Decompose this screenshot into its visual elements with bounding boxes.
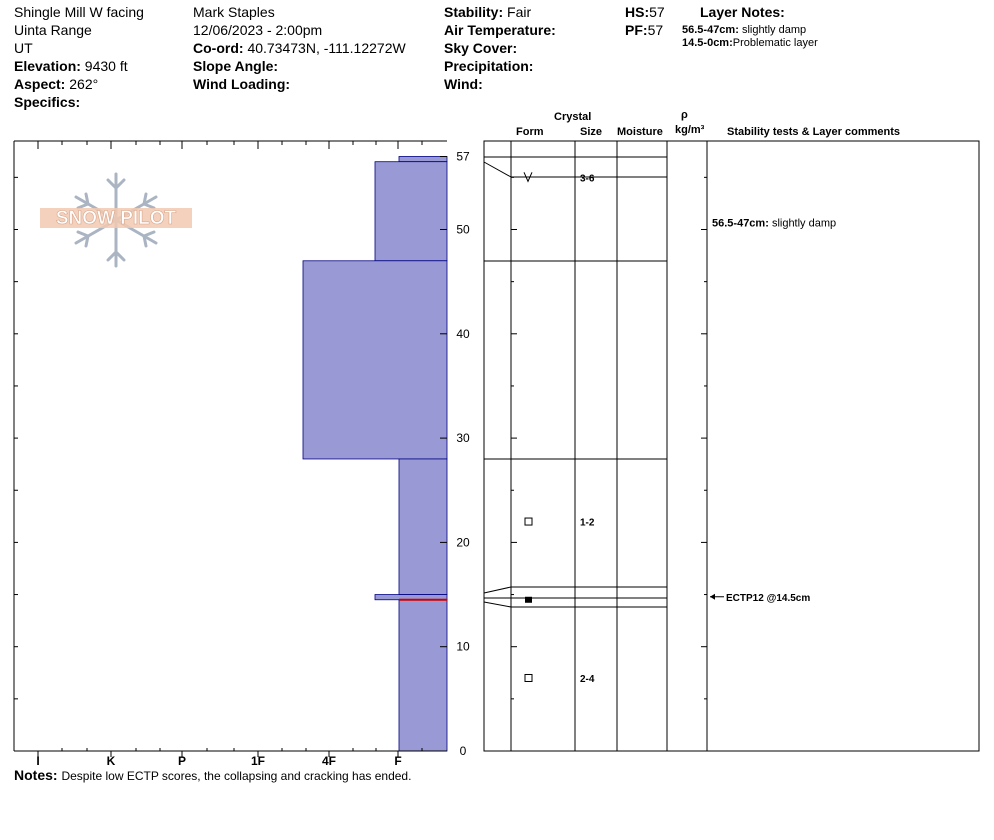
size-header: Size xyxy=(580,126,603,138)
rho-header: ρ xyxy=(681,109,688,121)
observation-datetime: 12/06/2023 - 2:00pm xyxy=(193,22,323,38)
layer-note-range: 14.5-0cm: xyxy=(682,37,733,49)
layer-connector xyxy=(483,586,512,594)
layer-connector xyxy=(483,161,512,178)
depth-tick-label: 10 xyxy=(456,640,470,654)
observer-name: Mark Staples xyxy=(193,4,275,20)
pf-value: 57 xyxy=(647,22,664,38)
hardness-bar xyxy=(398,599,448,752)
crystal-size-label: 2-4 xyxy=(580,674,595,685)
test-arrow-head xyxy=(710,593,715,600)
elevation-value: 9430 ft xyxy=(84,58,128,74)
moisture-header: Moisture xyxy=(617,126,663,138)
layer-note-range: 56.5-47cm: xyxy=(682,24,739,36)
notes-label: Notes: xyxy=(14,767,58,783)
comments-header: Stability tests & Layer comments xyxy=(727,126,901,138)
notes: Notes: Despite low ECTP scores, the coll… xyxy=(14,767,411,784)
aspect: Aspect: 262° xyxy=(14,76,98,92)
crystal-form-icon xyxy=(524,517,533,526)
snowflake-icon: SNOW PILOT xyxy=(40,172,192,268)
hardness-tick-label: I xyxy=(36,754,39,768)
sky-cover-label: Sky Cover: xyxy=(444,40,518,56)
coord-label: Co-ord: xyxy=(193,40,244,56)
coord-value: 40.73473N, -111.12272W xyxy=(247,40,406,56)
crystal-header: Crystal xyxy=(554,111,592,123)
state-name: UT xyxy=(14,40,33,56)
hs-value: 57 xyxy=(649,4,665,20)
depth-tick-label: 20 xyxy=(456,535,470,549)
snowpilot-logo: SNOW PILOT xyxy=(38,170,198,270)
hardness-tick-label: P xyxy=(178,754,186,768)
layer-connector xyxy=(483,601,512,608)
hardness-tick-label: K xyxy=(107,754,116,768)
hardness-bar xyxy=(398,156,448,163)
layer-note-text: slightly damp xyxy=(741,24,807,36)
depth-tick-label: 30 xyxy=(456,431,470,445)
stability-value: Fair xyxy=(507,4,532,20)
notes-text: Despite low ECTP scores, the collapsing … xyxy=(61,769,412,783)
layer-notes-title: Layer Notes: xyxy=(700,4,785,20)
crystal-size-label: 3-6 xyxy=(580,173,595,184)
hs: HS:57 xyxy=(625,4,665,20)
wind-label: Wind: xyxy=(444,76,483,92)
location-name: Shingle Mill W facing xyxy=(14,4,144,20)
hardness-bar xyxy=(374,161,448,262)
elevation: Elevation: 9430 ft xyxy=(14,58,128,74)
range-name: Uinta Range xyxy=(14,22,92,38)
depth-tick-label: 57 xyxy=(456,149,470,163)
stability-label: Stability: xyxy=(444,4,504,20)
layer-note-2: 14.5-0cm:Problematic layer xyxy=(682,37,818,50)
profile-table xyxy=(483,140,980,752)
logo-text: SNOW PILOT xyxy=(56,208,177,229)
coordinates: Co-ord: 40.73473N, -111.12272W xyxy=(193,40,406,56)
form-header: Form xyxy=(516,126,544,138)
hardness-tick-label: F xyxy=(394,754,401,768)
hs-label: HS: xyxy=(625,4,650,20)
pf: PF:57 xyxy=(625,22,663,38)
elevation-label: Elevation: xyxy=(14,58,81,74)
layer-note-1: 56.5-47cm: slightly damp xyxy=(682,24,806,37)
depth-tick-label: 50 xyxy=(456,223,470,237)
layer-comment-range: 56.5-47cm: xyxy=(712,218,772,230)
depth-tick-label: 40 xyxy=(456,327,470,341)
layer-note-text: Problematic layer xyxy=(732,37,818,49)
crystal-form-icon xyxy=(525,596,532,603)
density-header: kg/m³ xyxy=(675,124,705,136)
layer-comment-text: slightly damp xyxy=(772,218,836,230)
stability: Stability: Fair xyxy=(444,4,531,20)
wind-loading-label: Wind Loading: xyxy=(193,76,291,92)
layer-comment: 56.5-47cm: slightly damp xyxy=(712,218,836,230)
crystal-size-label: 1-2 xyxy=(580,518,595,529)
hardness-tick-label: 4F xyxy=(322,754,336,768)
crystal-form-icon xyxy=(524,673,533,682)
hardness-tick-label: 1F xyxy=(251,754,265,768)
precipitation-label: Precipitation: xyxy=(444,58,534,74)
air-temp-label: Air Temperature: xyxy=(444,22,556,38)
slope-angle-label: Slope Angle: xyxy=(193,58,279,74)
specifics-label: Specifics: xyxy=(14,94,81,110)
crystal-form-icon xyxy=(523,172,533,183)
hardness-bar xyxy=(302,260,448,460)
stability-test-label: ECTP12 @14.5cm xyxy=(726,593,810,604)
hardness-bar xyxy=(398,458,448,595)
depth-tick-label: 0 xyxy=(460,744,467,758)
aspect-value: 262° xyxy=(69,76,99,92)
pf-label: PF: xyxy=(625,22,648,38)
aspect-label: Aspect: xyxy=(14,76,66,92)
